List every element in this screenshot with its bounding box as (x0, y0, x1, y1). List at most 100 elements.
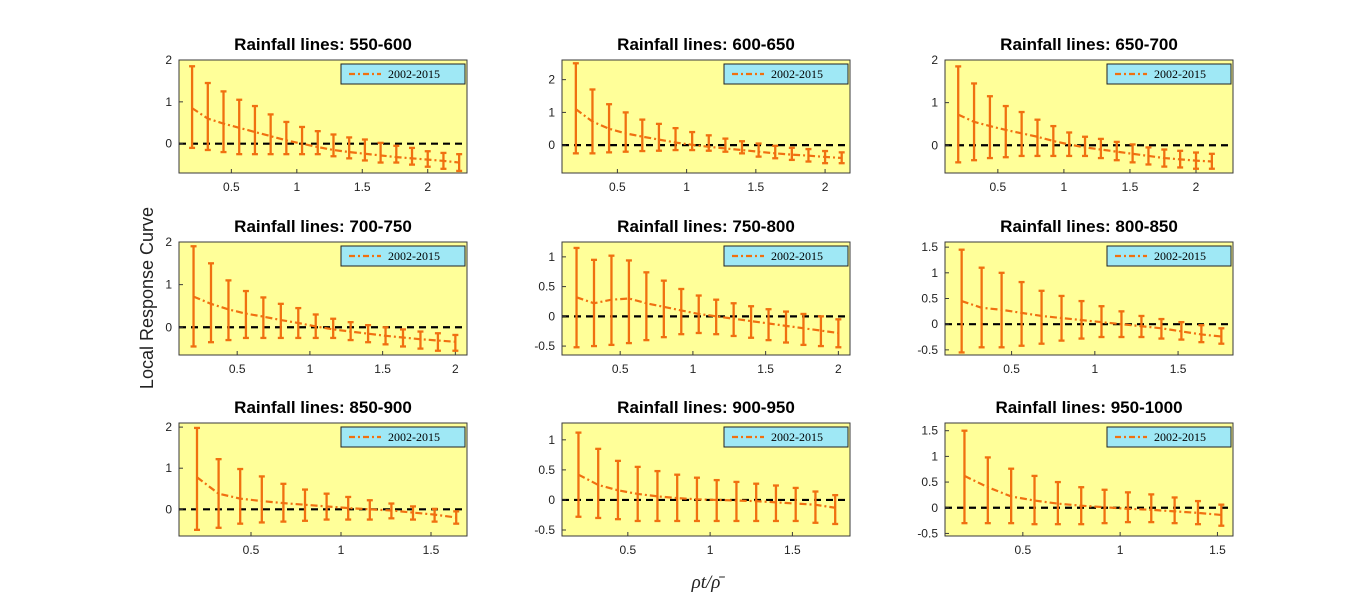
y-tick-label: 0 (165, 502, 172, 516)
y-tick-label: 1 (548, 250, 555, 264)
error-bar (452, 333, 459, 352)
error-bar (1218, 327, 1225, 345)
y-tick-label: 0 (165, 320, 172, 334)
x-tick-label: 1.5 (1122, 180, 1139, 194)
series-line (961, 300, 1222, 338)
x-tick-label: 1.5 (1209, 543, 1226, 557)
legend-box (723, 245, 849, 267)
x-tick-label: 1 (293, 180, 300, 194)
x-tick-label: 0.5 (223, 180, 240, 194)
error-bar (955, 65, 962, 164)
x-tick-label: 1 (690, 362, 697, 376)
legend: 2002-2015 (723, 245, 849, 267)
series-line (576, 296, 839, 335)
error-bar (788, 146, 795, 162)
error-bar (1054, 480, 1061, 526)
y-tick-label: 1 (931, 96, 938, 110)
error-bar (302, 488, 308, 522)
series-line (196, 476, 457, 519)
error-bar (189, 65, 196, 150)
error-bar (705, 134, 712, 152)
x-tick-label: 0.5 (1014, 543, 1031, 557)
error-bar (215, 458, 222, 529)
y-tick-label: 0.5 (538, 280, 555, 294)
error-bar (753, 482, 760, 523)
error-bar (345, 495, 352, 521)
chart-panel: Rainfall lines: 550-600 0.5 1 1.5 2 0 1 2 2002-2… (165, 35, 468, 194)
y-tick-label: 0.5 (921, 475, 938, 489)
legend-box (340, 426, 466, 448)
y-tick-label: 0 (931, 317, 938, 331)
error-bar (660, 279, 667, 339)
panel-title: Rainfall lines: 700-750 (234, 217, 412, 236)
panel-title: Rainfall lines: 900-950 (617, 398, 795, 417)
legend: 2002-2015 (1106, 63, 1232, 85)
error-bar (800, 312, 807, 347)
error-bar (595, 447, 602, 520)
chart-panel: Rainfall lines: 750-800 0.5 1 1.5 2 -0.5 0 0.5 1… (534, 217, 851, 376)
y-axis-label: Local Response Curve (137, 207, 157, 389)
y-tick-label: 0 (931, 138, 938, 152)
y-tick-label: 2 (931, 53, 938, 67)
y-tick-label: 1.5 (921, 424, 938, 438)
legend-box (1106, 245, 1232, 267)
y-tick-label: -0.5 (534, 523, 555, 537)
legend-box (1106, 63, 1232, 85)
chart-panel: Rainfall lines: 600-650 0.5 1 1.5 2 0 1 2 2002-2… (548, 35, 851, 194)
x-tick-label: 1 (338, 543, 345, 557)
error-bar (299, 125, 306, 156)
error-bar (361, 138, 368, 162)
error-bar (678, 287, 685, 336)
legend: 2002-2015 (340, 426, 466, 448)
error-bar (572, 62, 579, 155)
error-bar (409, 146, 416, 166)
error-bar (1124, 491, 1131, 524)
x-axis-label: ρt/ρ̄ (691, 572, 726, 593)
error-bar (204, 81, 211, 152)
error-bar (1031, 474, 1038, 526)
x-tick-label: 1.5 (757, 362, 774, 376)
y-tick-label: 0.5 (538, 463, 555, 477)
x-tick-label: 1.5 (1170, 362, 1187, 376)
y-tick-label: -0.5 (534, 339, 555, 353)
error-bar (1158, 317, 1165, 340)
error-bar (689, 130, 696, 152)
error-bar (237, 467, 244, 525)
legend-label: 2002-2015 (771, 249, 823, 263)
x-tick-label: 0.5 (609, 180, 626, 194)
error-bar (622, 111, 629, 153)
y-tick-label: 0.5 (921, 292, 938, 306)
legend: 2002-2015 (340, 245, 466, 267)
chart-panel: Rainfall lines: 850-900 0.5 1 1.5 0 1 2 2002-20… (165, 398, 468, 557)
y-tick-label: -0.5 (917, 526, 938, 540)
error-bar (643, 271, 650, 342)
x-tick-label: 2 (452, 362, 459, 376)
legend: 2002-2015 (1106, 426, 1232, 448)
series-line (575, 108, 842, 160)
error-bar (1050, 124, 1057, 158)
x-tick-label: 1 (1061, 180, 1068, 194)
legend: 2002-2015 (723, 426, 849, 448)
error-bar (314, 129, 321, 156)
y-tick-label: 1 (548, 105, 555, 119)
error-bar (812, 490, 819, 524)
y-tick-label: 0 (548, 493, 555, 507)
error-bar (260, 296, 267, 340)
chart-panel: Rainfall lines: 900-950 0.5 1 1.5 -0.5 0 0.5 1 2… (534, 398, 851, 557)
error-bar (283, 120, 290, 156)
chart-panel: Rainfall lines: 950-1000 0.5 1 1.5 -0.5 0 0.5 1… (917, 398, 1234, 557)
error-bar (456, 153, 463, 173)
error-bar (606, 103, 613, 154)
x-tick-label: 1 (1091, 362, 1098, 376)
error-bar (434, 332, 441, 352)
error-bar (1178, 320, 1185, 341)
panel-title: Rainfall lines: 750-800 (617, 217, 795, 236)
series-line (191, 107, 460, 164)
legend-label: 2002-2015 (1154, 249, 1206, 263)
x-tick-label: 0.5 (229, 362, 246, 376)
error-bar (722, 137, 729, 153)
legend: 2002-2015 (340, 63, 466, 85)
error-bar (1113, 140, 1120, 162)
y-tick-label: 1 (931, 449, 938, 463)
error-bar (639, 118, 646, 153)
